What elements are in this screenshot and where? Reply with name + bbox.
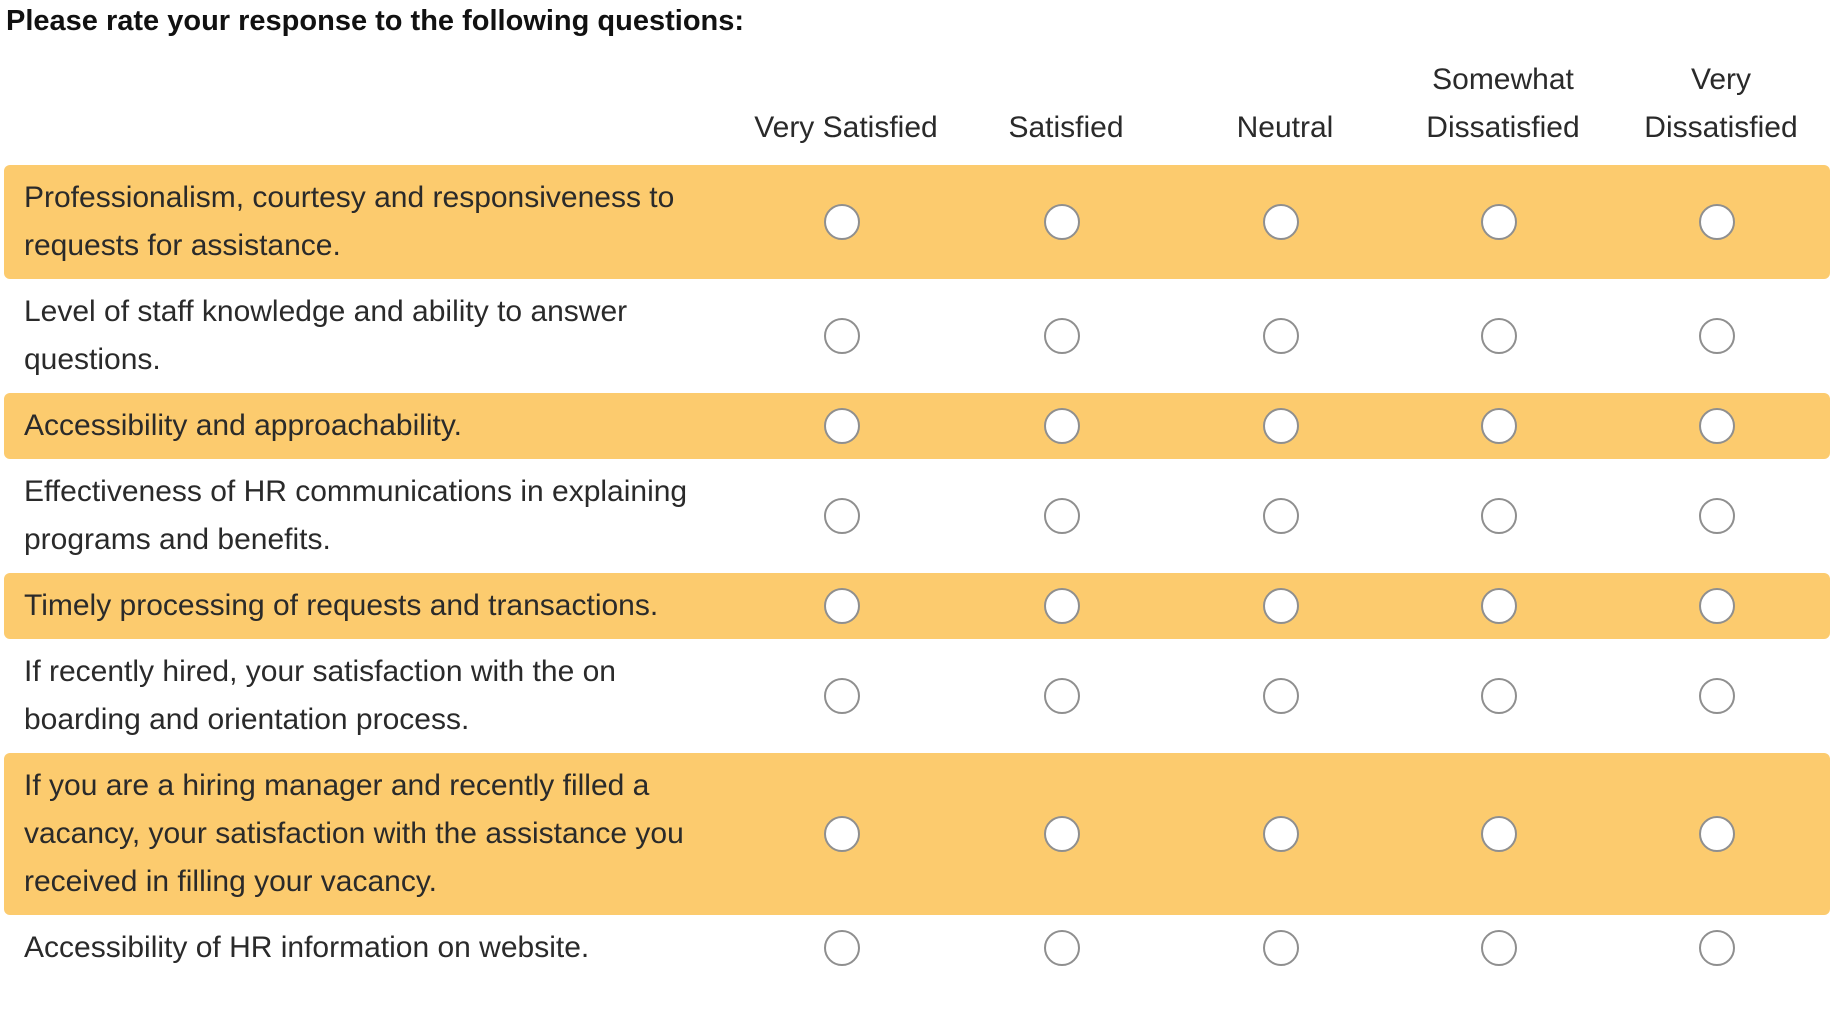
question-row: Level of staff knowledge and ability to … bbox=[4, 279, 1830, 393]
radio-somewhat-dissatisfied[interactable] bbox=[1481, 930, 1517, 966]
radio-very-dissatisfied[interactable] bbox=[1699, 588, 1735, 624]
radio-neutral[interactable] bbox=[1263, 204, 1299, 240]
radio-somewhat-dissatisfied[interactable] bbox=[1481, 408, 1517, 444]
radio-satisfied[interactable] bbox=[1044, 930, 1080, 966]
radio-neutral[interactable] bbox=[1263, 318, 1299, 354]
question-label: Effectiveness of HR communications in ex… bbox=[24, 475, 688, 556]
radio-satisfied[interactable] bbox=[1044, 816, 1080, 852]
question-label: Timely processing of requests and transa… bbox=[24, 589, 659, 622]
question-label: Accessibility and approachability. bbox=[24, 409, 463, 442]
radio-satisfied[interactable] bbox=[1044, 408, 1080, 444]
radio-neutral[interactable] bbox=[1263, 930, 1299, 966]
radio-somewhat-dissatisfied[interactable] bbox=[1481, 816, 1517, 852]
question-row: Accessibility and approachability. bbox=[4, 393, 1830, 459]
radio-very-satisfied[interactable] bbox=[824, 498, 860, 534]
radio-somewhat-dissatisfied[interactable] bbox=[1481, 318, 1517, 354]
radio-somewhat-dissatisfied[interactable] bbox=[1481, 678, 1517, 714]
question-row: Timely processing of requests and transa… bbox=[4, 573, 1830, 639]
question-label: Level of staff knowledge and ability to … bbox=[24, 295, 628, 376]
question-row: If you are a hiring manager and recently… bbox=[4, 753, 1830, 915]
radio-very-dissatisfied[interactable] bbox=[1699, 678, 1735, 714]
radio-very-satisfied[interactable] bbox=[824, 408, 860, 444]
question-row: Effectiveness of HR communications in ex… bbox=[4, 459, 1830, 573]
radio-very-satisfied[interactable] bbox=[824, 588, 860, 624]
question-rows: Professionalism, courtesy and responsive… bbox=[4, 165, 1830, 981]
radio-neutral[interactable] bbox=[1263, 588, 1299, 624]
radio-satisfied[interactable] bbox=[1044, 588, 1080, 624]
radio-somewhat-dissatisfied[interactable] bbox=[1481, 204, 1517, 240]
radio-somewhat-dissatisfied[interactable] bbox=[1481, 498, 1517, 534]
radio-very-satisfied[interactable] bbox=[824, 816, 860, 852]
radio-satisfied[interactable] bbox=[1044, 498, 1080, 534]
radio-very-dissatisfied[interactable] bbox=[1699, 498, 1735, 534]
radio-neutral[interactable] bbox=[1263, 816, 1299, 852]
radio-very-dissatisfied[interactable] bbox=[1699, 408, 1735, 444]
radio-satisfied[interactable] bbox=[1044, 678, 1080, 714]
radio-very-satisfied[interactable] bbox=[824, 678, 860, 714]
question-label: If recently hired, your satisfaction wit… bbox=[24, 655, 616, 736]
radio-very-satisfied[interactable] bbox=[824, 204, 860, 240]
question-row: Accessibility of HR information on websi… bbox=[4, 915, 1830, 981]
column-header-very-satisfied: Very Satisfied bbox=[754, 111, 938, 144]
radio-satisfied[interactable] bbox=[1044, 204, 1080, 240]
radio-very-satisfied[interactable] bbox=[824, 930, 860, 966]
radio-neutral[interactable] bbox=[1263, 408, 1299, 444]
radio-very-dissatisfied[interactable] bbox=[1699, 930, 1735, 966]
column-header-somewhat-dissatisfied: Somewhat Dissatisfied bbox=[1426, 63, 1580, 144]
column-header-very-dissatisfied: Very Dissatisfied bbox=[1644, 63, 1798, 144]
question-row: Professionalism, courtesy and responsive… bbox=[4, 165, 1830, 279]
radio-very-satisfied[interactable] bbox=[824, 318, 860, 354]
scale-header-row: Very Satisfied Satisfied Neutral Somewha… bbox=[0, 60, 1834, 160]
question-row: If recently hired, your satisfaction wit… bbox=[4, 639, 1830, 753]
radio-neutral[interactable] bbox=[1263, 678, 1299, 714]
column-header-neutral: Neutral bbox=[1236, 111, 1334, 144]
question-label: Professionalism, courtesy and responsive… bbox=[24, 181, 675, 262]
radio-somewhat-dissatisfied[interactable] bbox=[1481, 588, 1517, 624]
radio-satisfied[interactable] bbox=[1044, 318, 1080, 354]
radio-very-dissatisfied[interactable] bbox=[1699, 318, 1735, 354]
question-label: If you are a hiring manager and recently… bbox=[24, 769, 684, 898]
question-label: Accessibility of HR information on websi… bbox=[24, 931, 590, 964]
question-prompt: Please rate your response to the followi… bbox=[6, 5, 745, 37]
radio-neutral[interactable] bbox=[1263, 498, 1299, 534]
radio-very-dissatisfied[interactable] bbox=[1699, 816, 1735, 852]
column-header-satisfied: Satisfied bbox=[1008, 111, 1124, 144]
radio-very-dissatisfied[interactable] bbox=[1699, 204, 1735, 240]
